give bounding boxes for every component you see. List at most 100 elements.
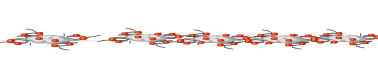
Circle shape [275, 37, 282, 39]
Circle shape [345, 39, 352, 40]
Circle shape [271, 38, 277, 39]
Circle shape [34, 37, 60, 42]
Circle shape [134, 35, 157, 40]
Circle shape [369, 35, 374, 36]
Circle shape [273, 38, 274, 39]
Circle shape [136, 39, 146, 41]
Circle shape [169, 34, 175, 35]
Circle shape [33, 39, 38, 41]
Circle shape [329, 36, 344, 39]
Circle shape [336, 33, 342, 34]
Circle shape [134, 38, 141, 40]
Circle shape [344, 36, 355, 38]
Circle shape [117, 41, 119, 42]
Circle shape [262, 38, 277, 41]
Circle shape [134, 38, 140, 40]
Circle shape [299, 43, 305, 44]
Circle shape [274, 38, 283, 40]
Circle shape [8, 41, 14, 42]
Circle shape [280, 40, 288, 41]
Circle shape [147, 40, 154, 41]
Circle shape [81, 38, 84, 39]
Circle shape [324, 34, 326, 35]
Circle shape [25, 37, 42, 41]
Circle shape [178, 40, 183, 41]
Circle shape [352, 38, 366, 41]
Circle shape [282, 41, 286, 42]
Circle shape [80, 38, 87, 39]
Circle shape [40, 35, 59, 39]
Circle shape [284, 37, 301, 40]
Circle shape [352, 36, 359, 38]
Circle shape [332, 42, 337, 43]
Circle shape [266, 42, 272, 43]
Circle shape [266, 38, 275, 40]
Circle shape [8, 40, 14, 41]
Circle shape [307, 35, 308, 36]
Circle shape [151, 43, 153, 44]
Circle shape [291, 39, 296, 40]
Circle shape [204, 33, 207, 34]
Circle shape [347, 40, 354, 42]
Circle shape [313, 39, 314, 40]
Circle shape [53, 45, 55, 46]
Circle shape [176, 36, 181, 37]
Circle shape [264, 37, 279, 40]
Circle shape [350, 39, 356, 40]
Circle shape [333, 37, 342, 39]
Circle shape [202, 37, 225, 42]
Circle shape [223, 39, 228, 40]
Circle shape [272, 33, 277, 34]
Circle shape [16, 43, 18, 44]
Circle shape [138, 36, 142, 37]
Circle shape [37, 38, 39, 39]
Circle shape [208, 38, 222, 41]
Circle shape [351, 39, 353, 40]
Circle shape [9, 40, 11, 41]
Circle shape [338, 36, 342, 37]
Circle shape [200, 42, 201, 43]
Circle shape [132, 36, 141, 38]
Circle shape [335, 36, 357, 41]
Circle shape [46, 40, 54, 41]
Circle shape [270, 37, 293, 42]
Circle shape [264, 38, 270, 39]
Circle shape [335, 39, 341, 40]
Circle shape [151, 36, 157, 37]
Circle shape [116, 41, 122, 42]
Circle shape [211, 40, 224, 43]
Circle shape [219, 38, 225, 39]
Circle shape [340, 35, 356, 38]
Circle shape [246, 41, 251, 42]
Circle shape [73, 35, 80, 36]
Circle shape [216, 36, 229, 39]
Circle shape [130, 37, 143, 40]
Circle shape [139, 36, 146, 37]
Circle shape [282, 40, 294, 42]
Circle shape [356, 39, 364, 40]
Circle shape [155, 38, 160, 39]
Circle shape [331, 38, 343, 41]
Circle shape [333, 39, 338, 40]
Circle shape [355, 38, 360, 40]
Circle shape [289, 38, 299, 40]
Circle shape [40, 37, 48, 39]
Circle shape [279, 40, 292, 43]
Circle shape [28, 37, 45, 40]
Circle shape [280, 37, 291, 39]
Circle shape [125, 36, 141, 39]
Circle shape [81, 37, 87, 38]
Circle shape [150, 38, 156, 39]
Circle shape [55, 38, 67, 40]
Circle shape [33, 38, 43, 40]
Circle shape [44, 36, 51, 37]
Circle shape [245, 38, 247, 39]
Circle shape [375, 37, 378, 38]
Circle shape [204, 40, 214, 42]
Circle shape [274, 37, 278, 38]
Circle shape [232, 43, 234, 44]
Circle shape [286, 45, 291, 46]
Circle shape [196, 38, 202, 39]
Circle shape [36, 33, 43, 34]
Circle shape [313, 38, 315, 39]
